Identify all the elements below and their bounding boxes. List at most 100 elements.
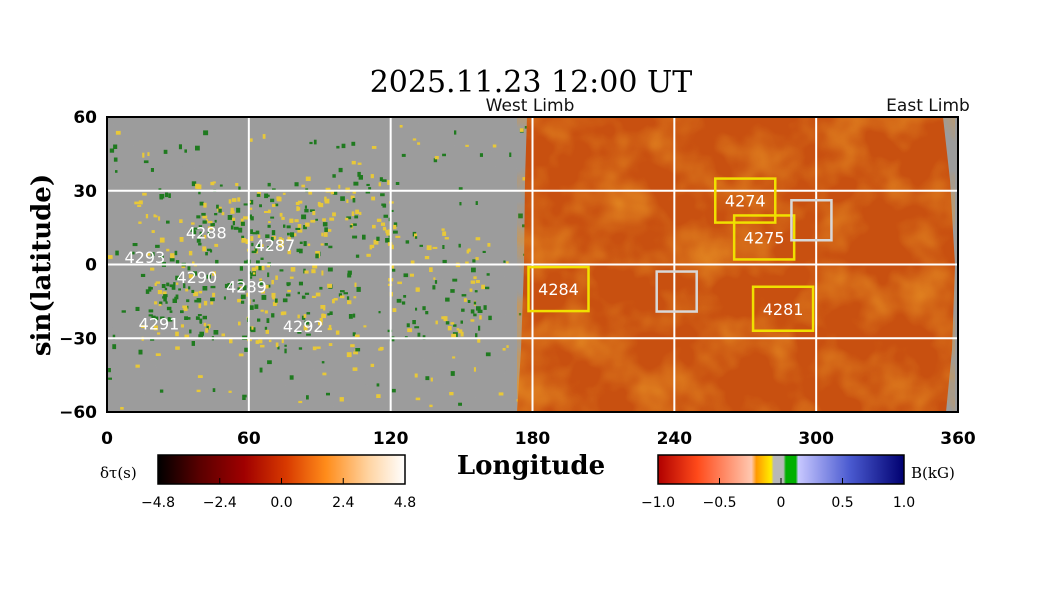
field-patch	[338, 167, 343, 173]
field-patch	[355, 254, 360, 258]
field-patch	[259, 280, 263, 286]
field-patch	[333, 298, 338, 301]
field-patch	[312, 211, 316, 216]
field-patch	[195, 145, 200, 151]
field-patch	[340, 196, 345, 201]
field-patch	[385, 229, 389, 234]
field-patch	[406, 323, 410, 328]
field-patch	[353, 351, 358, 355]
field-patch	[304, 270, 309, 274]
field-patch	[414, 373, 418, 378]
field-patch	[147, 152, 150, 156]
b-colorbar: B(kG) −1.0 −0.5 0 0.5 1.0	[641, 454, 955, 511]
field-patch	[277, 346, 280, 350]
field-patch	[486, 273, 490, 276]
field-patch	[366, 183, 370, 186]
field-patch	[183, 283, 186, 289]
field-patch	[322, 372, 327, 376]
field-patch	[279, 269, 284, 272]
field-patch	[210, 297, 215, 302]
field-patch	[277, 196, 282, 202]
field-patch	[210, 181, 215, 186]
field-patch	[415, 287, 420, 292]
field-patch	[260, 257, 264, 260]
field-patch	[379, 177, 383, 182]
field-patch	[327, 267, 333, 272]
field-patch	[347, 270, 352, 275]
field-patch	[166, 248, 170, 252]
field-patch	[166, 282, 170, 287]
field-patch	[358, 175, 363, 180]
field-patch	[329, 217, 335, 221]
field-patch	[246, 292, 249, 297]
field-patch	[379, 346, 384, 351]
field-patch	[369, 244, 373, 250]
field-patch	[458, 402, 462, 406]
field-patch	[412, 138, 417, 141]
field-patch	[422, 306, 426, 311]
field-patch	[258, 339, 263, 344]
field-patch	[461, 308, 465, 312]
active-region-label: 4287	[254, 236, 295, 255]
field-patch	[290, 267, 296, 272]
field-patch	[267, 246, 270, 251]
field-patch	[371, 244, 375, 248]
field-patch	[158, 303, 162, 307]
field-patch	[518, 313, 522, 316]
y-axis-title: sin(latitude)	[27, 174, 57, 356]
field-patch	[310, 219, 316, 223]
active-region-box	[751, 285, 815, 332]
field-patch	[350, 195, 355, 200]
field-patch	[203, 130, 209, 136]
field-patch	[245, 239, 249, 244]
field-patch	[159, 237, 165, 243]
field-patch	[135, 306, 140, 311]
field-patch	[301, 214, 307, 220]
x-tick-label: 240	[657, 429, 693, 449]
field-patch	[318, 321, 323, 326]
field-patch	[261, 265, 265, 271]
field-patch	[381, 203, 386, 206]
field-patch	[356, 286, 361, 292]
field-patch	[487, 243, 491, 247]
field-patch	[240, 221, 245, 226]
field-patch	[445, 321, 450, 325]
field-patch	[239, 266, 243, 271]
field-patch	[434, 280, 438, 284]
field-patch	[170, 253, 175, 259]
field-patch	[221, 212, 225, 216]
field-patch	[473, 276, 477, 280]
field-patch	[460, 320, 463, 324]
field-patch	[142, 152, 145, 158]
field-patch	[395, 235, 401, 238]
field-patch	[145, 289, 150, 294]
field-patch	[297, 331, 302, 334]
field-patch	[154, 282, 157, 286]
field-patch	[352, 235, 358, 239]
field-patch	[121, 310, 126, 313]
field-patch	[287, 250, 291, 255]
field-patch	[178, 144, 182, 150]
field-patch	[304, 205, 307, 209]
field-patch	[202, 220, 207, 224]
field-patch	[354, 215, 359, 219]
field-patch	[299, 248, 303, 254]
field-patch	[271, 230, 276, 236]
field-patch	[238, 353, 244, 357]
field-patch	[315, 251, 320, 256]
field-patch	[149, 287, 153, 290]
field-patch	[469, 288, 473, 292]
field-patch	[320, 305, 326, 309]
colorbar-tick-label: 0.5	[831, 495, 853, 511]
field-patch	[458, 329, 463, 334]
field-patch	[257, 234, 261, 238]
field-patch	[191, 289, 195, 293]
field-patch	[216, 204, 219, 209]
field-patch	[492, 144, 497, 148]
field-patch	[181, 264, 186, 269]
field-patch	[509, 152, 512, 157]
field-patch	[159, 389, 164, 393]
field-patch	[327, 313, 330, 316]
field-patch	[210, 285, 216, 289]
field-patch	[306, 395, 309, 400]
